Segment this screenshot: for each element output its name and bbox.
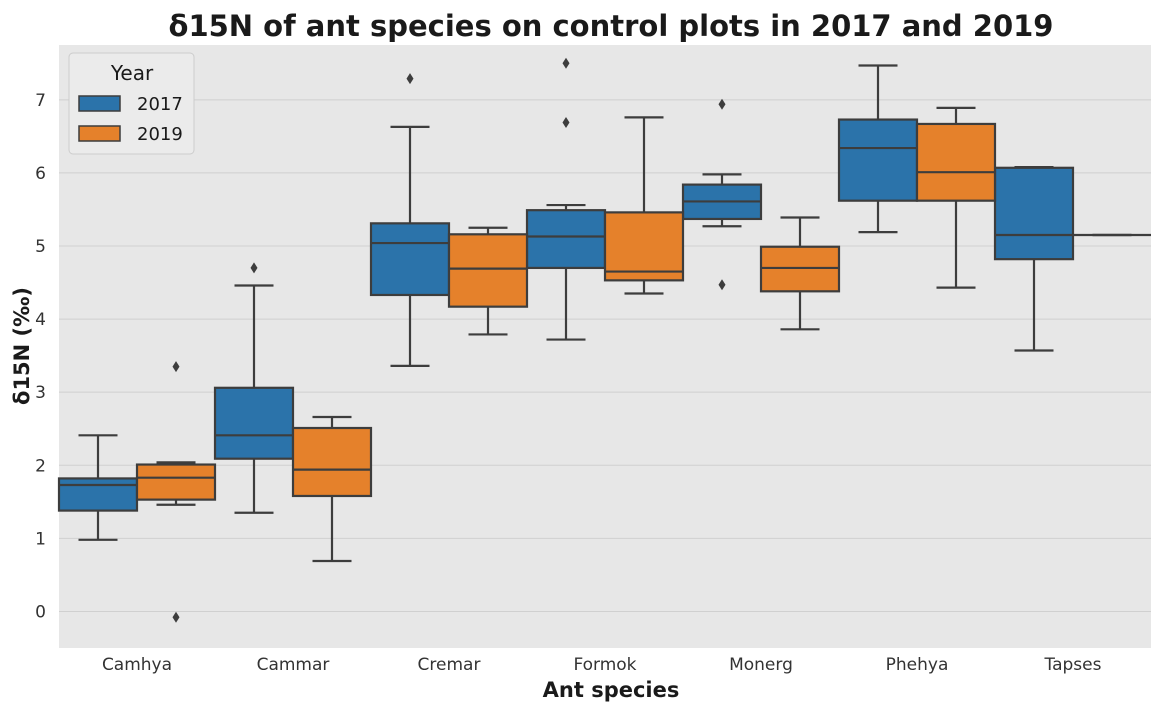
- legend-title: Year: [110, 61, 154, 85]
- box-iqr: [137, 465, 215, 500]
- box-iqr: [59, 478, 137, 510]
- y-tick-label: 2: [35, 456, 46, 476]
- legend-label-2017: 2017: [137, 94, 183, 115]
- x-axis-title: Ant species: [543, 678, 680, 702]
- box-iqr: [605, 212, 683, 280]
- x-tick-label: Phehya: [886, 655, 949, 675]
- y-tick-label: 6: [35, 164, 46, 184]
- y-axis-title: δ15N (‰): [10, 287, 34, 405]
- box-iqr: [839, 120, 917, 201]
- x-axis-ticks: Camhya Cammar Cremar Formok Monerg Phehya Taps…: [102, 655, 1102, 675]
- legend-label-2019: 2019: [137, 124, 183, 145]
- box-iqr: [917, 124, 995, 201]
- x-tick-label: Tapses: [1044, 655, 1102, 675]
- x-tick-label: Cammar: [257, 655, 330, 675]
- y-tick-label: 5: [35, 237, 46, 257]
- chart-title: δ15N of ant species on control plots in …: [169, 9, 1054, 43]
- box-iqr: [449, 234, 527, 306]
- y-tick-label: 0: [35, 602, 46, 622]
- x-tick-label: Monerg: [729, 655, 793, 675]
- y-tick-label: 1: [35, 529, 46, 549]
- legend-swatch-2019: [79, 126, 120, 141]
- x-tick-label: Cremar: [418, 655, 481, 675]
- box-iqr: [995, 168, 1073, 259]
- x-tick-label: Camhya: [102, 655, 172, 675]
- box-iqr: [527, 210, 605, 268]
- x-tick-label: Formok: [573, 655, 636, 675]
- y-tick-label: 3: [35, 383, 46, 403]
- box-iqr: [215, 388, 293, 459]
- box-iqr: [371, 223, 449, 295]
- box-iqr: [293, 428, 371, 496]
- y-axis-ticks: 0 1 2 3 4 5 6 7: [35, 91, 46, 623]
- legend: Year 2017 2019: [69, 53, 194, 154]
- y-tick-label: 4: [35, 310, 46, 330]
- y-tick-label: 7: [35, 91, 46, 111]
- legend-swatch-2017: [79, 96, 120, 111]
